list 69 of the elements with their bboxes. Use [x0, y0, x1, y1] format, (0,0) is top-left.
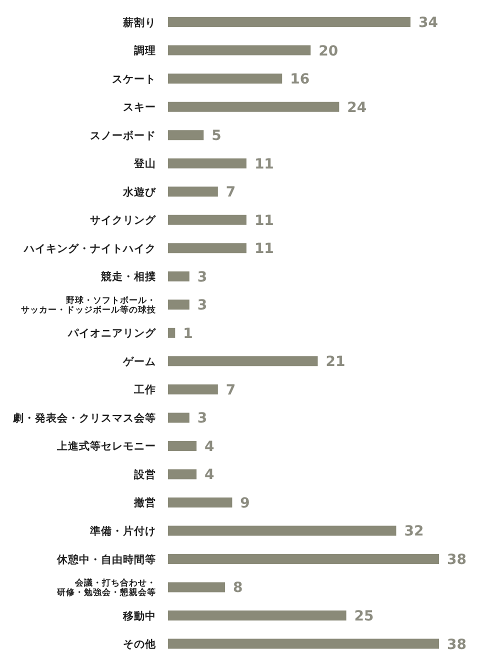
y-tick-label: 設営	[133, 468, 156, 481]
data-label: 4	[204, 438, 215, 455]
y-tick-label: 移動中	[122, 609, 156, 622]
bar	[168, 638, 439, 649]
data-label: 5	[212, 128, 222, 144]
data-label: 11	[254, 212, 274, 229]
y-tick-label: 野球・ソフトボール・サッカー・ドッジボール等の球技	[21, 294, 157, 316]
y-tick-label: パイオニアリング	[67, 328, 157, 340]
data-label: 20	[318, 43, 338, 60]
data-label: 3	[197, 410, 208, 427]
y-tick-label: 準備・片付け	[89, 524, 156, 538]
y-tick-label: スキー	[123, 102, 156, 114]
data-label: 1	[183, 326, 193, 342]
y-tick-label: 休憩中・自由時間等	[56, 552, 156, 566]
y-tick-label: 調理	[134, 44, 156, 58]
bar	[168, 243, 246, 254]
y-tick-label: スノーボード	[90, 130, 156, 142]
data-label: 16	[290, 72, 310, 88]
bar	[168, 158, 246, 168]
bar	[168, 102, 340, 112]
y-tick-label: ゲーム	[122, 356, 156, 368]
bar	[168, 412, 190, 423]
y-tick-label: 撤営	[133, 496, 156, 510]
data-label: 4	[204, 467, 215, 484]
data-label: 8	[233, 580, 243, 596]
y-tick-label: サイクリング	[90, 214, 157, 227]
bar	[168, 497, 232, 508]
bar	[168, 300, 190, 310]
bar	[168, 74, 282, 84]
bar	[168, 469, 197, 480]
data-label: 34	[418, 15, 438, 32]
bar	[168, 554, 439, 564]
data-label: 7	[226, 184, 236, 201]
data-label: 25	[354, 608, 374, 624]
y-tick-label: 会議・打ち合わせ・研修・勉強会・懇親会等	[56, 578, 156, 598]
y-tick-label: 競走・相撲	[100, 270, 157, 284]
y-tick-label: スケート	[112, 73, 156, 86]
y-tick-label: ハイキング・ナイトハイク	[23, 242, 156, 255]
y-tick-label: 工作	[133, 383, 156, 396]
data-label: 7	[226, 382, 236, 398]
y-tick-label: 上進式等セレモニー	[56, 440, 156, 453]
bar	[168, 130, 204, 140]
bar	[168, 610, 346, 621]
data-label: 3	[197, 298, 208, 314]
bar	[168, 384, 218, 394]
y-tick-label: 水遊び	[122, 185, 157, 198]
y-tick-label: 薪割り	[122, 16, 156, 29]
data-label: 38	[447, 552, 466, 568]
y-tick-label: その他	[123, 638, 157, 651]
y-tick-label: 登山	[133, 157, 156, 170]
bar	[168, 356, 318, 366]
bar	[168, 440, 197, 451]
data-label: 32	[404, 524, 424, 540]
data-label: 11	[254, 241, 274, 258]
data-label: 21	[326, 354, 346, 370]
bar	[168, 186, 218, 197]
bar	[168, 214, 246, 225]
bar	[168, 582, 226, 592]
bar	[168, 45, 311, 56]
data-label: 38	[447, 636, 466, 653]
data-label: 24	[347, 100, 367, 116]
bar	[168, 526, 396, 536]
bar	[168, 328, 176, 338]
y-tick-label: 劇・発表会・クリスマス会等	[12, 411, 156, 424]
data-label: 11	[254, 156, 274, 172]
bar	[168, 271, 190, 282]
data-label: 3	[197, 269, 208, 286]
data-label: 9	[240, 495, 250, 512]
bar	[168, 17, 410, 28]
